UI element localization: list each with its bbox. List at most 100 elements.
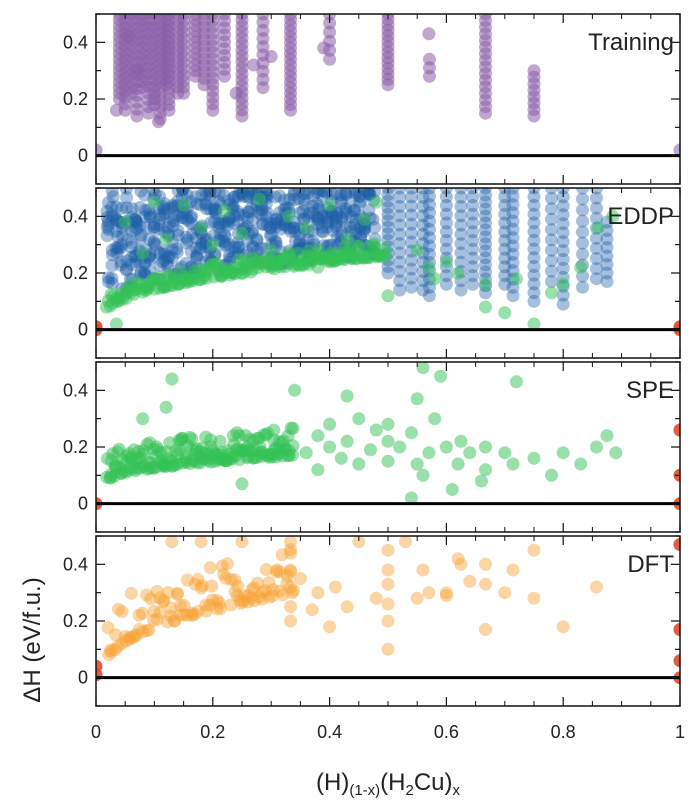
data-point bbox=[153, 212, 167, 226]
data-point bbox=[479, 188, 492, 195]
data-point bbox=[147, 221, 161, 235]
data-point bbox=[185, 606, 199, 620]
data-point bbox=[340, 600, 354, 614]
data-point bbox=[158, 244, 172, 258]
data-point bbox=[326, 224, 340, 237]
data-point bbox=[153, 247, 167, 261]
data-point bbox=[410, 243, 424, 257]
data-point bbox=[673, 654, 680, 668]
data-point bbox=[287, 188, 301, 199]
data-point bbox=[506, 188, 520, 195]
data-point bbox=[213, 434, 227, 448]
data-point bbox=[506, 206, 520, 220]
x-tick-label: 0.6 bbox=[434, 722, 459, 742]
data-point bbox=[259, 584, 273, 598]
data-point bbox=[297, 193, 311, 207]
data-point bbox=[282, 209, 296, 223]
data-point bbox=[393, 237, 407, 251]
data-point bbox=[600, 275, 614, 288]
data-point bbox=[219, 237, 233, 251]
data-point bbox=[129, 629, 143, 643]
data-point bbox=[439, 586, 453, 600]
data-point bbox=[200, 202, 214, 216]
data-point bbox=[175, 188, 189, 196]
data-point bbox=[217, 567, 230, 581]
data-point bbox=[381, 188, 395, 201]
data-point bbox=[194, 536, 208, 549]
data-point bbox=[307, 206, 320, 220]
data-point bbox=[422, 260, 436, 274]
data-point bbox=[147, 217, 161, 231]
data-point bbox=[194, 221, 208, 235]
data-point bbox=[210, 602, 224, 616]
data-point bbox=[177, 198, 191, 212]
data-point bbox=[203, 202, 217, 216]
data-point bbox=[156, 255, 170, 269]
data-point bbox=[416, 274, 430, 288]
data-point bbox=[207, 203, 221, 217]
data-point bbox=[175, 211, 189, 224]
data-point bbox=[105, 210, 119, 224]
data-point bbox=[115, 238, 129, 252]
data-point bbox=[203, 598, 217, 612]
data-point bbox=[307, 188, 321, 195]
data-point bbox=[451, 457, 465, 471]
data-point bbox=[114, 258, 128, 272]
data-point bbox=[147, 604, 161, 618]
data-point bbox=[410, 392, 424, 406]
data-point bbox=[556, 288, 570, 302]
data-point bbox=[105, 248, 119, 262]
y-tick-label: 0.4 bbox=[63, 380, 88, 400]
data-point bbox=[288, 383, 302, 397]
data-point bbox=[422, 27, 436, 41]
data-point bbox=[393, 274, 407, 288]
data-point bbox=[231, 241, 245, 254]
data-point bbox=[263, 229, 277, 242]
data-point bbox=[329, 219, 343, 233]
data-point bbox=[136, 625, 150, 639]
data-point bbox=[466, 190, 480, 204]
data-point bbox=[312, 211, 326, 225]
data-point bbox=[310, 188, 324, 199]
data-point bbox=[153, 207, 167, 221]
data-point bbox=[323, 198, 337, 212]
data-point bbox=[215, 559, 229, 573]
data-point bbox=[241, 189, 255, 203]
data-point bbox=[270, 565, 283, 579]
data-point bbox=[334, 249, 348, 263]
data-point bbox=[381, 220, 395, 234]
data-point bbox=[296, 204, 310, 218]
data-point bbox=[358, 188, 372, 198]
data-point bbox=[256, 217, 269, 231]
data-point bbox=[158, 197, 171, 211]
data-point bbox=[348, 218, 362, 232]
data-point bbox=[466, 199, 480, 212]
data-point bbox=[556, 217, 570, 231]
data-point bbox=[129, 216, 143, 230]
data-point bbox=[393, 440, 407, 454]
data-point bbox=[199, 604, 213, 618]
data-point bbox=[160, 256, 174, 270]
data-point bbox=[439, 199, 453, 212]
data-point bbox=[235, 226, 249, 240]
data-point bbox=[330, 206, 344, 220]
data-point bbox=[287, 188, 301, 201]
data-point bbox=[286, 421, 300, 435]
data-point bbox=[283, 224, 297, 238]
data-point bbox=[479, 251, 492, 265]
data-point bbox=[545, 254, 558, 268]
data-point bbox=[105, 208, 119, 221]
data-point bbox=[147, 235, 161, 248]
data-point bbox=[556, 235, 570, 249]
data-point bbox=[288, 225, 302, 238]
data-point bbox=[323, 417, 337, 431]
data-point bbox=[108, 643, 122, 657]
data-point bbox=[506, 222, 520, 236]
data-point bbox=[479, 202, 492, 216]
data-point bbox=[463, 574, 477, 588]
data-point bbox=[498, 242, 512, 256]
data-point bbox=[454, 246, 468, 260]
x-label-base: (H) bbox=[316, 769, 349, 796]
data-point bbox=[298, 198, 312, 212]
data-point bbox=[130, 64, 144, 78]
